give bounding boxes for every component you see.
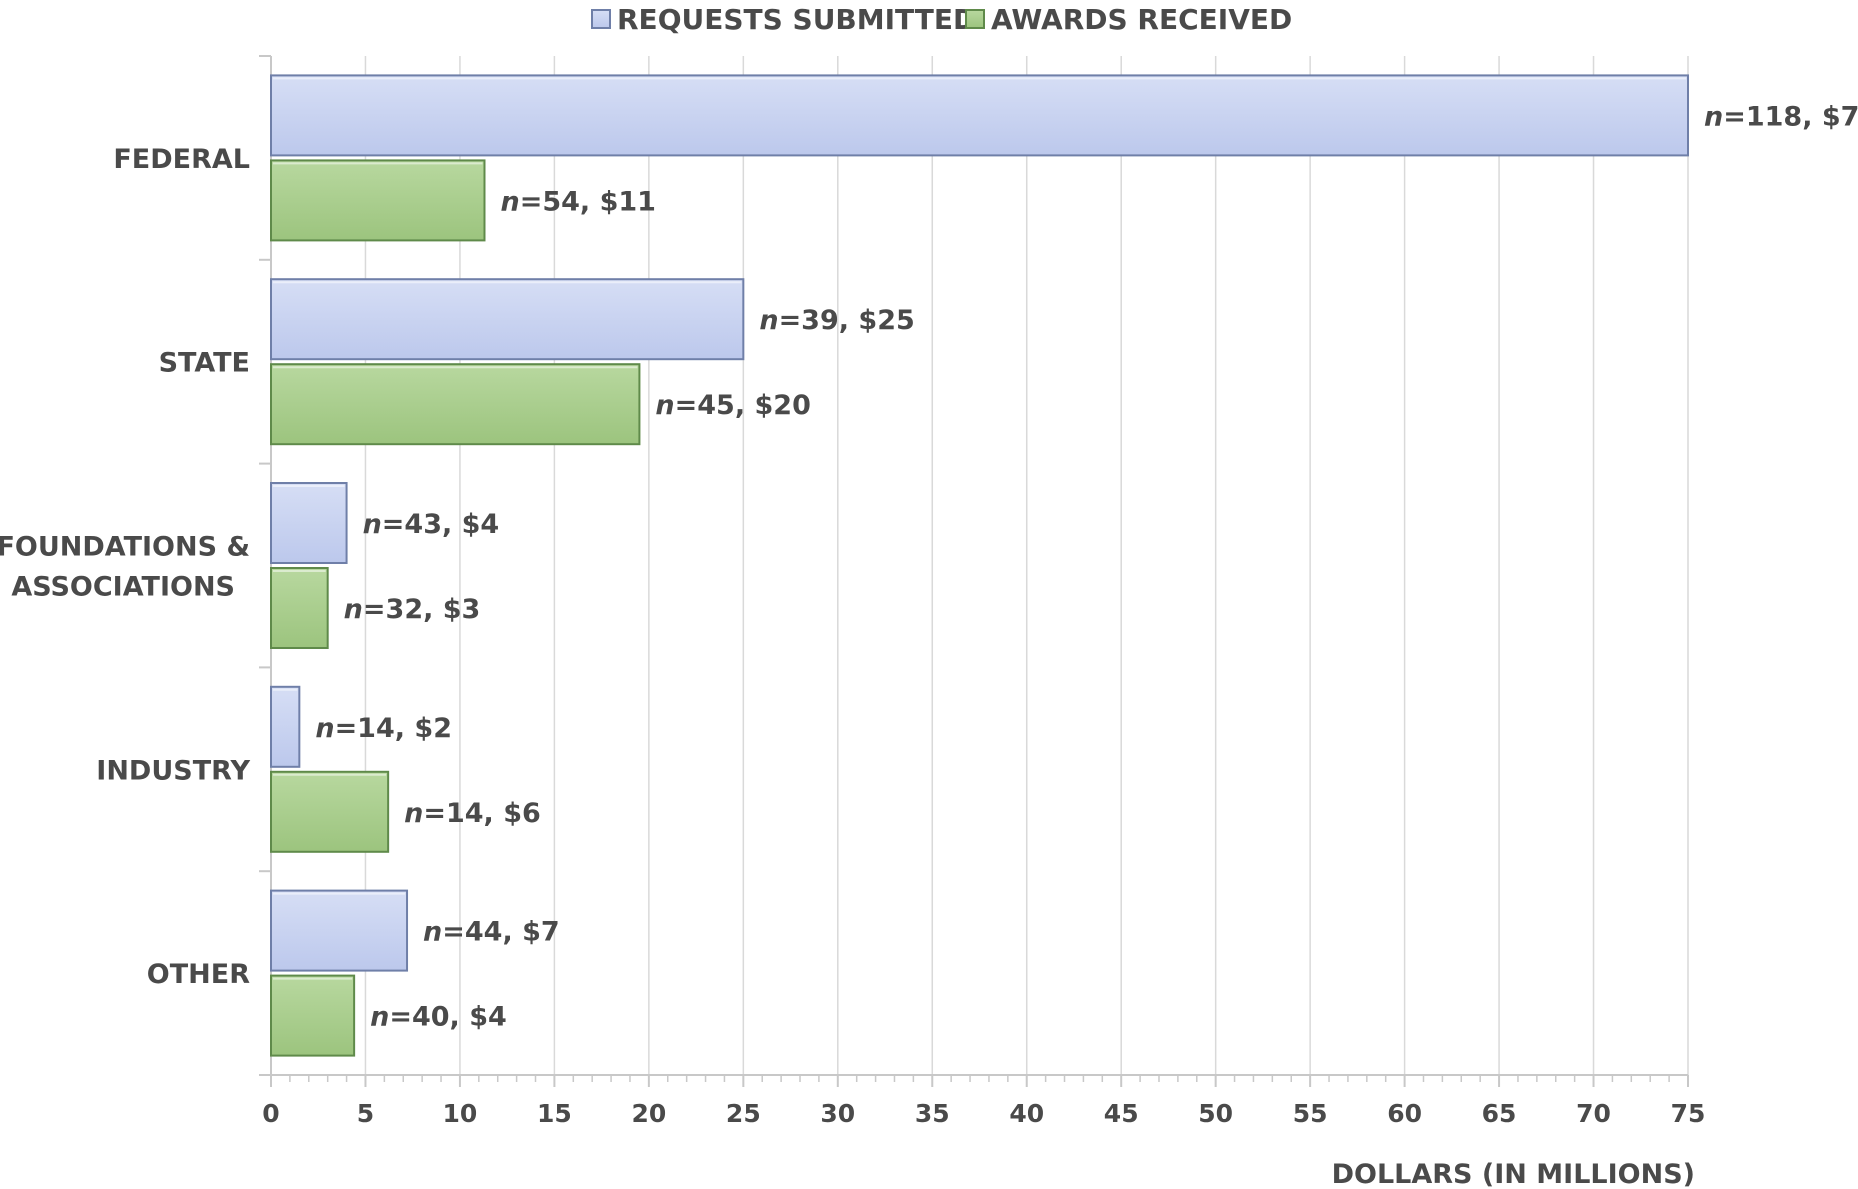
x-tick-label: 35	[915, 1099, 950, 1128]
grid-lines	[364, 56, 1689, 1075]
bar-requests	[270, 685, 301, 768]
x-tick-label: 5	[357, 1099, 374, 1128]
data-label: n=32, $3	[344, 594, 481, 625]
bar-requests	[270, 74, 1689, 157]
x-tick-label: 15	[537, 1099, 572, 1128]
x-tick-label: 60	[1387, 1099, 1422, 1128]
data-label: n=43, $4	[363, 509, 500, 540]
bar-awards	[270, 567, 329, 649]
bar-awards	[270, 363, 641, 446]
bar-requests	[270, 889, 409, 972]
bar-awards	[270, 159, 486, 242]
category-label: FEDERAL	[113, 144, 250, 175]
category-label: OTHER	[147, 959, 250, 990]
bar-requests	[270, 278, 745, 361]
data-labels: n=118, $75 n=54, $11 n=39, $25 n=45, $20 n=4…	[315, 101, 1858, 1032]
legend-swatch-awards	[965, 9, 985, 29]
x-tick-label: 40	[1009, 1099, 1044, 1128]
x-tick-label: 65	[1482, 1099, 1517, 1128]
data-label: n=14, $2	[315, 713, 452, 744]
x-tick-label: 25	[726, 1099, 761, 1128]
legend-swatch-requests	[591, 9, 611, 29]
data-label: n=40, $4	[370, 1002, 507, 1033]
x-tick-label: 55	[1293, 1099, 1328, 1128]
x-tick-label: 75	[1671, 1099, 1706, 1128]
category-label: FOUNDATIONS & ASSOCIATIONS	[0, 532, 250, 603]
data-label: n=39, $25	[759, 305, 914, 336]
x-tick-label: 45	[1104, 1099, 1139, 1128]
x-tick-label: 30	[820, 1099, 855, 1128]
data-label: n=54, $11	[500, 186, 655, 217]
bar-awards	[270, 974, 356, 1057]
x-tick-label: 50	[1198, 1099, 1233, 1128]
data-label: n=14, $6	[404, 798, 541, 829]
data-label: n=44, $7	[423, 917, 560, 948]
x-tick-label: 20	[631, 1099, 666, 1128]
x-tick-label: 0	[262, 1099, 279, 1128]
x-tick-label: 10	[443, 1099, 478, 1128]
x-tick-label: 70	[1576, 1099, 1611, 1128]
legend-label-awards: AWARDS RECEIVED	[991, 3, 1292, 36]
data-label: n=45, $20	[655, 390, 810, 421]
data-label: n=118, $75	[1704, 101, 1858, 132]
bar-awards	[270, 770, 390, 853]
x-axis-title: DOLLARS (IN MILLIONS)	[1332, 1159, 1695, 1189]
category-labels: FEDERAL STATE FOUNDATIONS & ASSOCIATIONS IND…	[0, 144, 250, 990]
legend: REQUESTS SUBMITTED AWARDS RECEIVED	[591, 3, 1292, 36]
category-label: STATE	[159, 348, 250, 379]
legend-label-requests: REQUESTS SUBMITTED	[617, 3, 976, 36]
x-tick-labels: 0 5 10 15 20 25 30 35 40 45 50 55 60 65 70 75	[262, 1099, 1705, 1128]
category-label: INDUSTRY	[96, 755, 250, 786]
bar-requests	[270, 482, 348, 564]
bars	[270, 74, 1689, 1057]
